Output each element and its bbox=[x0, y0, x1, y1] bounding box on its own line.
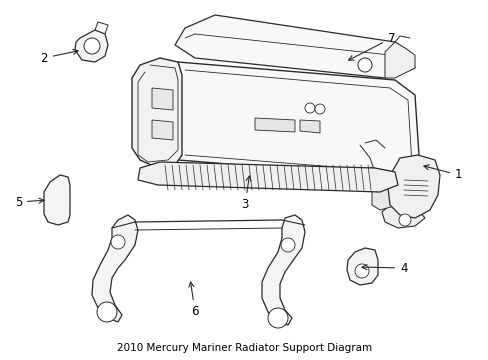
Polygon shape bbox=[369, 168, 397, 192]
Polygon shape bbox=[346, 248, 377, 285]
Polygon shape bbox=[44, 175, 70, 225]
Polygon shape bbox=[152, 88, 173, 110]
Polygon shape bbox=[384, 42, 414, 78]
Text: 4: 4 bbox=[361, 261, 407, 274]
Text: 7: 7 bbox=[348, 31, 395, 60]
Polygon shape bbox=[92, 215, 138, 322]
Polygon shape bbox=[401, 175, 431, 200]
Circle shape bbox=[281, 238, 294, 252]
Circle shape bbox=[97, 302, 117, 322]
Polygon shape bbox=[387, 155, 439, 218]
Polygon shape bbox=[262, 215, 305, 325]
Circle shape bbox=[314, 104, 325, 114]
Circle shape bbox=[398, 214, 410, 226]
Polygon shape bbox=[75, 30, 108, 62]
Polygon shape bbox=[138, 162, 397, 192]
Circle shape bbox=[354, 264, 368, 278]
Circle shape bbox=[84, 38, 100, 54]
Text: 1: 1 bbox=[423, 165, 462, 181]
Polygon shape bbox=[178, 62, 419, 178]
Circle shape bbox=[267, 308, 287, 328]
Text: 3: 3 bbox=[241, 176, 250, 211]
Text: 2010 Mercury Mariner Radiator Support Diagram: 2010 Mercury Mariner Radiator Support Di… bbox=[117, 343, 371, 353]
Polygon shape bbox=[175, 15, 414, 78]
Polygon shape bbox=[381, 205, 424, 228]
Circle shape bbox=[111, 235, 125, 249]
Polygon shape bbox=[152, 120, 173, 140]
Polygon shape bbox=[132, 58, 182, 168]
Polygon shape bbox=[299, 120, 319, 133]
Text: 6: 6 bbox=[188, 282, 198, 318]
Polygon shape bbox=[371, 185, 397, 210]
Text: 2: 2 bbox=[41, 49, 78, 64]
Circle shape bbox=[357, 58, 371, 72]
Polygon shape bbox=[254, 118, 294, 132]
Circle shape bbox=[305, 103, 314, 113]
Text: 5: 5 bbox=[15, 195, 44, 208]
